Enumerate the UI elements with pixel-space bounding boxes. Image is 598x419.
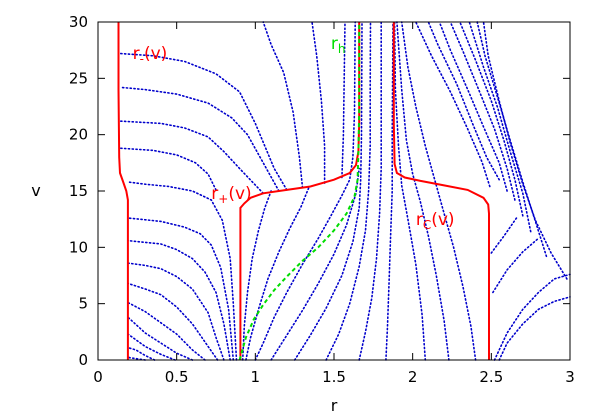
y-tick-label-5: 25 bbox=[69, 69, 88, 87]
geodesic-curve-37 bbox=[498, 296, 571, 361]
curve-annotations: r-(v)rhr+(v)rC(v) bbox=[133, 34, 455, 232]
x-tick-label-0: 0 bbox=[93, 368, 103, 386]
geodesic-curve-20 bbox=[254, 21, 356, 361]
geodesic-curve-10 bbox=[127, 181, 238, 361]
annotation-r-minus: r-(v) bbox=[133, 44, 168, 66]
series-line-r_h bbox=[238, 22, 361, 361]
geodesic-curve-19 bbox=[245, 186, 310, 361]
plot-frame bbox=[97, 21, 571, 361]
series-line-r_minus bbox=[117, 22, 129, 360]
annotation-r-c-suffix: (v) bbox=[431, 210, 454, 230]
geodesic-curve-39 bbox=[492, 237, 540, 294]
annotation-r-minus-main: r bbox=[133, 44, 140, 64]
annotation-r-c: rC(v) bbox=[416, 210, 455, 232]
geodesic-curve-13 bbox=[119, 86, 280, 192]
geodesic-curve-30 bbox=[427, 21, 500, 181]
annotation-r-h-main: r bbox=[331, 34, 338, 54]
geodesic-curve-11 bbox=[119, 147, 217, 191]
geodesic-curve-23 bbox=[325, 21, 372, 361]
geodesic-curve-6 bbox=[127, 282, 219, 361]
y-tick-label-0: 0 bbox=[78, 351, 88, 369]
x-tick-label-4: 2 bbox=[408, 368, 418, 386]
y-axis-label: v bbox=[31, 181, 40, 200]
geodesic-curve-21 bbox=[270, 167, 360, 361]
geodesic-curve-33 bbox=[459, 21, 524, 217]
geodesic-curve-12 bbox=[119, 120, 264, 195]
geodesic-curve-18 bbox=[241, 190, 272, 361]
geodesic-curve-27 bbox=[396, 21, 450, 361]
y-tick-label-2: 10 bbox=[69, 238, 88, 256]
geodesic-curve-9 bbox=[127, 217, 235, 361]
geodesic-curve-36 bbox=[482, 21, 568, 280]
annotation-r-h-sub: h bbox=[338, 42, 346, 56]
y-tick-label-4: 20 bbox=[69, 126, 88, 144]
x-tick-label-1: 0.5 bbox=[165, 368, 189, 386]
geodesic-curve-32 bbox=[449, 21, 516, 201]
annotation-r-plus-main: r bbox=[211, 184, 218, 204]
geodesic-curve-2 bbox=[127, 346, 156, 361]
annotation-r-minus-suffix: (v) bbox=[144, 44, 167, 64]
annotation-r-h: rh bbox=[331, 34, 346, 56]
x-axis-label: r bbox=[331, 396, 338, 415]
x-tick-label-2: 1 bbox=[251, 368, 261, 386]
geodesic-curves bbox=[119, 21, 571, 361]
geodesic-curve-24 bbox=[358, 21, 382, 361]
geodesic-curve-28 bbox=[400, 21, 477, 361]
series-line-r_c bbox=[392, 22, 490, 360]
annotation-r-c-main: r bbox=[416, 210, 423, 230]
geodesic-curve-35 bbox=[476, 21, 548, 258]
annotation-r-plus-sub: + bbox=[218, 192, 228, 206]
y-tick-label-6: 30 bbox=[69, 13, 88, 31]
series-curves bbox=[117, 22, 490, 361]
geodesic-curve-25 bbox=[385, 21, 394, 361]
geodesic-curve-26 bbox=[393, 21, 427, 361]
y-tick-label-3: 15 bbox=[69, 182, 88, 200]
y-tick-label-1: 5 bbox=[78, 295, 88, 313]
geodesic-curve-5 bbox=[127, 301, 206, 361]
series-line-r_plus bbox=[239, 22, 361, 360]
geodesic-curve-1 bbox=[127, 355, 146, 361]
geodesic-curve-29 bbox=[415, 21, 491, 188]
annotation-r-plus: r+(v) bbox=[211, 184, 251, 206]
annotation-r-c-sub: C bbox=[423, 218, 431, 232]
geodesic-curve-7 bbox=[127, 262, 225, 361]
geodesic-curve-8 bbox=[127, 239, 231, 361]
geodesic-curve-38 bbox=[493, 273, 571, 361]
geodesic-curve-34 bbox=[468, 21, 532, 233]
x-tick-label-5: 2.5 bbox=[479, 368, 503, 386]
geodesic-curve-15 bbox=[262, 21, 304, 189]
annotation-r-plus-suffix: (v) bbox=[228, 184, 251, 204]
geodesic-curve-14 bbox=[119, 52, 288, 191]
x-tick-label-3: 1.5 bbox=[322, 368, 346, 386]
geodesic-curve-17 bbox=[341, 21, 346, 179]
geodesic-curve-4 bbox=[127, 316, 194, 361]
annotation-r-minus-sub: - bbox=[140, 52, 144, 66]
geodesic-curve-31 bbox=[438, 21, 508, 192]
geodesic-curve-22 bbox=[293, 21, 363, 361]
geodesic-curve-16 bbox=[311, 21, 326, 184]
geodesic-curve-40 bbox=[490, 217, 518, 254]
x-tick-label-6: 3 bbox=[565, 368, 575, 386]
